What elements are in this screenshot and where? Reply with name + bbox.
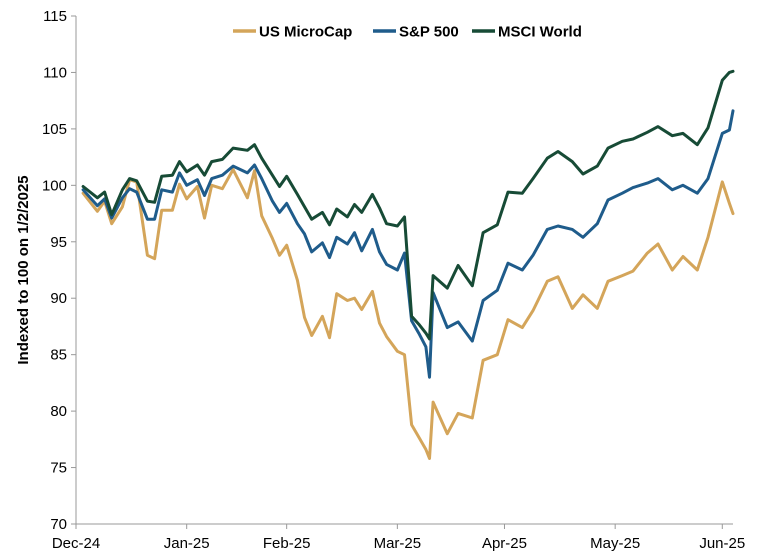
x-tick-label: Dec-24 — [52, 535, 100, 552]
legend-label-msci-world: MSCI World — [498, 24, 582, 41]
legend-label-s-p-500: S&P 500 — [399, 24, 459, 41]
y-tick-label: 110 — [43, 64, 67, 81]
x-tick-label: May-25 — [590, 535, 640, 552]
x-tick-label: Apr-25 — [482, 535, 527, 552]
y-axis-title: Indexed to 100 on 1/2/2025 — [15, 175, 32, 364]
y-axis-ticks: 70 75 80 85 90 95 100 105 110 115 — [42, 8, 76, 533]
x-tick-label: Jun-25 — [699, 535, 745, 552]
y-tick-label: 100 — [42, 177, 67, 194]
series-line-s-p-500 — [81, 109, 735, 379]
y-tick-label: 85 — [50, 347, 67, 364]
y-tick-label: 75 — [50, 460, 67, 477]
legend: US MicroCap S&P 500 MSCI World — [233, 24, 582, 41]
y-tick-label: 95 — [50, 234, 67, 251]
x-tick-label: Jan-25 — [164, 535, 210, 552]
y-tick-label: 90 — [50, 290, 67, 307]
series-line-msci-world — [81, 69, 735, 341]
x-tick-label: Mar-25 — [374, 535, 422, 552]
plot-lines — [81, 69, 735, 460]
y-tick-label: 115 — [43, 8, 67, 25]
y-tick-label: 105 — [42, 121, 67, 138]
y-tick-label: 70 — [50, 516, 67, 533]
x-axis-ticks: Dec-24 Jan-25 Feb-25 Mar-25 Apr-25 May-25 Jun-… — [52, 524, 745, 552]
y-tick-label: 80 — [50, 403, 67, 420]
x-tick-label: Feb-25 — [263, 535, 311, 552]
series-line-us-microcap — [81, 168, 735, 460]
legend-label-us-microcap: US MicroCap — [259, 24, 352, 41]
axes: 70 75 80 85 90 95 100 105 110 115 Dec-24 Jan-25 Feb… — [42, 8, 745, 552]
